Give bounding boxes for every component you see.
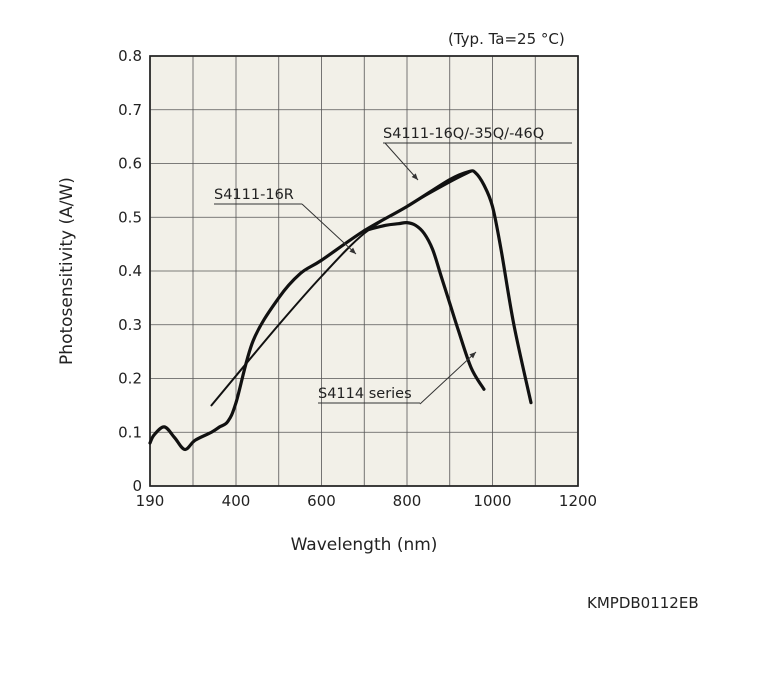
leader-line — [301, 203, 357, 255]
x-axis-ticks: 190 400 600 800 1000 1200 — [136, 492, 597, 510]
y-tick-label: 0.1 — [118, 423, 142, 441]
series-lines — [148, 169, 533, 452]
leader-arrowhead — [349, 247, 356, 254]
series-callouts: S4111-16Q/-35Q/-46Q S4111-16R S4114 series — [214, 126, 572, 405]
y-axis-title: Photosensitivity (A/W) — [57, 177, 77, 365]
leader-arrowhead — [411, 173, 418, 180]
document-code: KMPDB0112EB — [587, 594, 699, 612]
x-tick-label: 400 — [222, 492, 251, 510]
plot-border — [149, 55, 579, 487]
grid — [149, 55, 579, 487]
y-tick-label: 0.2 — [118, 370, 142, 388]
y-tick-label: 0.7 — [118, 101, 142, 119]
leader-line — [419, 351, 477, 405]
x-tick-label: 1000 — [473, 492, 511, 510]
y-tick-label: 0.5 — [118, 208, 142, 226]
leader-arrowhead — [469, 352, 476, 359]
series-label: S4111-16R — [214, 187, 294, 203]
measurement-condition: (Typ. Ta=25 °C) — [448, 30, 565, 48]
y-axis-ticks: 0 0.1 0.2 0.3 0.4 0.5 0.6 0.7 0.8 — [118, 47, 142, 495]
x-tick-label: 800 — [393, 492, 422, 510]
y-tick-label: 0 — [132, 477, 142, 495]
y-tick-label: 0.3 — [118, 316, 142, 334]
series-label: S4111-16Q/-35Q/-46Q — [383, 126, 544, 142]
leader-line — [384, 142, 419, 181]
series-label: S4114 series — [318, 386, 412, 402]
series-s4111-16r-line — [210, 170, 473, 407]
x-tick-label: 600 — [307, 492, 336, 510]
x-tick-label: 1200 — [559, 492, 597, 510]
y-tick-label: 0.8 — [118, 47, 142, 65]
series-s4111-16q-line — [148, 169, 533, 452]
x-axis-title: Wavelength (nm) — [291, 535, 438, 555]
y-tick-label: 0.6 — [118, 155, 142, 173]
x-tick-label: 190 — [136, 492, 165, 510]
series-s4114-line — [362, 220, 486, 391]
y-tick-label: 0.4 — [118, 262, 142, 280]
